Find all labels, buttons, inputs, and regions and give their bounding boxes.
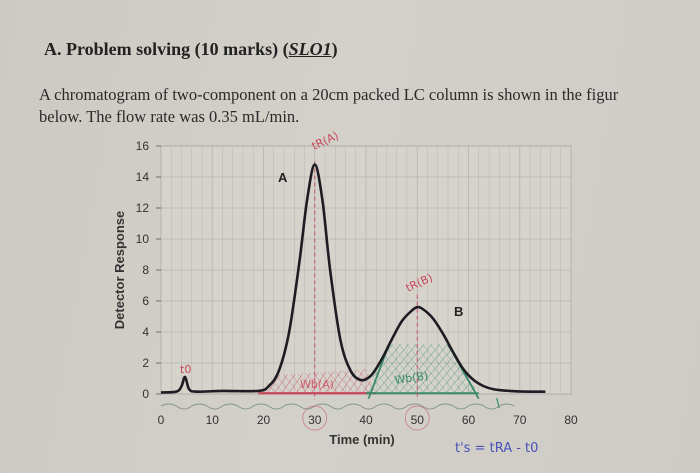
pencil-scribble bbox=[160, 403, 515, 410]
formula-annotation: t's = tRA - t0 bbox=[455, 441, 538, 456]
statement-line-2: below. The flow rate was 0.35 mL/min. bbox=[39, 107, 300, 126]
x-tick-label: 30 bbox=[308, 413, 322, 427]
chromatogram-line bbox=[160, 163, 546, 394]
x-axis-label: Time (min) bbox=[329, 432, 395, 447]
heading-close: ) bbox=[331, 39, 338, 59]
y-tick-label: 4 bbox=[142, 325, 149, 339]
grid-lines bbox=[160, 145, 572, 395]
y-axis-ticks: 0 2 4 6 8 10 12 14 16 bbox=[136, 139, 161, 401]
y-tick-label: 12 bbox=[136, 201, 150, 215]
x-tick-label: 50 bbox=[411, 413, 425, 427]
x-axis-ticks: 0 10 20 30 40 50 60 70 80 bbox=[158, 413, 578, 427]
x-tick-label: 10 bbox=[206, 413, 220, 427]
x-tick-label: 80 bbox=[564, 413, 578, 427]
slo-code: SLO1 bbox=[288, 39, 332, 59]
x-tick-label: 0 bbox=[158, 413, 165, 427]
statement-line-1: A chromatogram of two-component on a 20c… bbox=[39, 85, 619, 104]
y-tick-label: 6 bbox=[142, 294, 149, 308]
problem-heading: A. Problem solving (10 marks) (SLO1) bbox=[44, 39, 338, 60]
bracket-end bbox=[496, 397, 500, 409]
y-tick-label: 8 bbox=[142, 263, 149, 277]
peak-width-hatching bbox=[160, 161, 515, 431]
y-tick-label: 0 bbox=[142, 387, 149, 401]
peak-b-label: B bbox=[454, 304, 463, 319]
x-tick-label: 40 bbox=[359, 413, 373, 427]
chromatogram-trace bbox=[160, 163, 546, 394]
y-tick-label: 10 bbox=[136, 232, 150, 246]
peak-a-width-crosshatch bbox=[258, 369, 377, 394]
t0-annotation: t0 bbox=[180, 363, 191, 376]
wbb-annotation: Wb(B) bbox=[394, 369, 429, 387]
x-tick-label: 70 bbox=[513, 413, 527, 427]
peak-a-label: A bbox=[278, 170, 288, 185]
x-tick-label: 20 bbox=[257, 413, 271, 427]
x-tick-label: 60 bbox=[462, 413, 476, 427]
peak-b-width-crosshatch bbox=[366, 344, 479, 394]
y-tick-label: 2 bbox=[142, 356, 149, 370]
wba-annotation: Wb(A) bbox=[300, 378, 334, 391]
tick-50-circle bbox=[404, 405, 430, 431]
heading-text: A. Problem solving (10 marks) ( bbox=[44, 39, 289, 59]
y-axis-label: Detector Response bbox=[112, 211, 127, 329]
y-tick-label: 16 bbox=[136, 139, 150, 153]
tick-30-circle bbox=[302, 405, 328, 431]
problem-statement: A chromatogram of two-component on a 20c… bbox=[39, 84, 700, 128]
y-tick-label: 14 bbox=[136, 170, 150, 184]
